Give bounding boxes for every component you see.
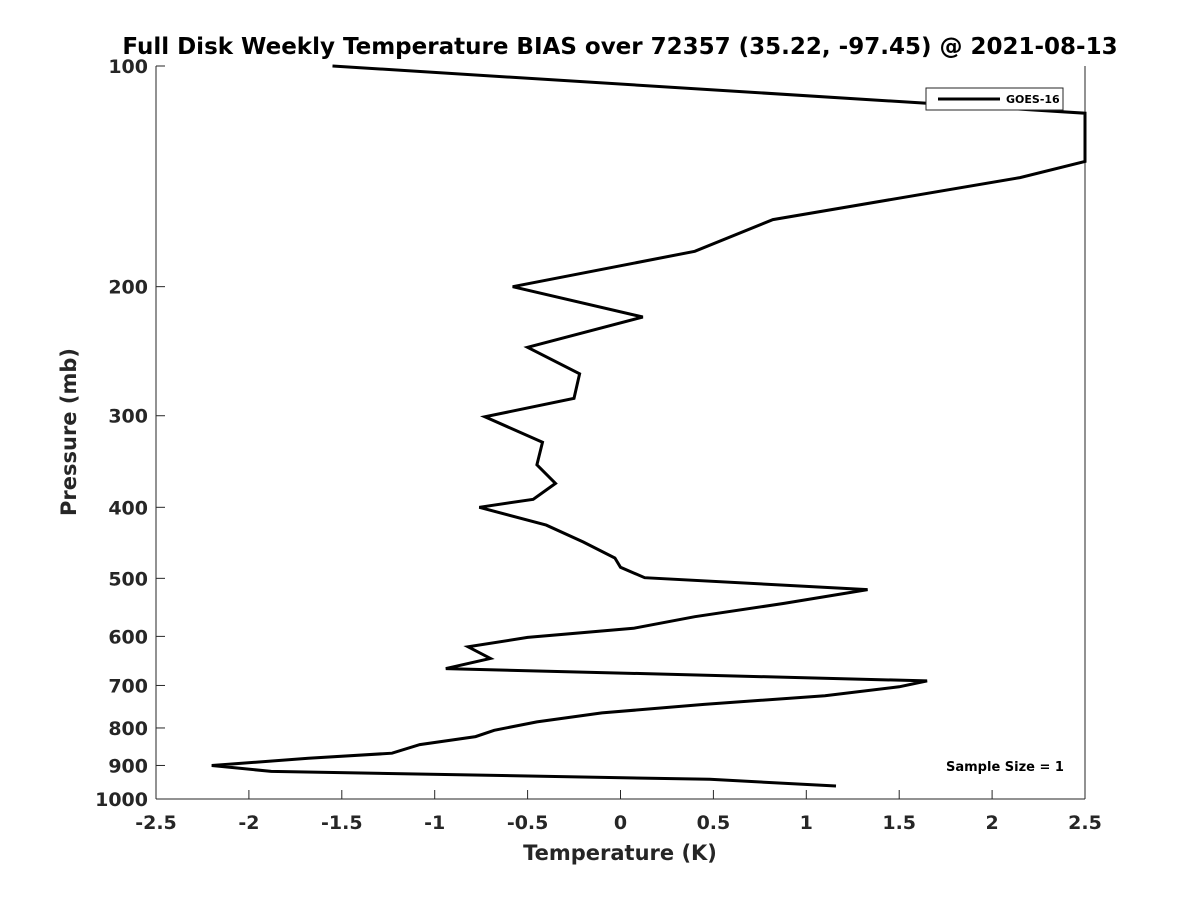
x-tick-label: 1 — [800, 812, 813, 834]
y-tick-label: 800 — [108, 718, 148, 740]
x-tick-label: -1 — [424, 812, 445, 834]
x-axis-ticks: -2.5 -2 -1.5 -1 -0.5 0 0.5 1 1.5 2 2.5 — [135, 790, 1102, 834]
x-tick-label: -0.5 — [507, 812, 549, 834]
x-tick-label: -1.5 — [321, 812, 363, 834]
legend-label-goes-16: GOES-16 — [1006, 93, 1060, 106]
x-tick-label: 2.5 — [1068, 812, 1102, 834]
y-tick-label: 200 — [108, 277, 148, 299]
x-axis-label: Temperature (K) — [523, 841, 717, 865]
sample-size-annotation: Sample Size = 1 — [946, 760, 1064, 775]
x-tick-label: -2.5 — [135, 812, 177, 834]
x-tick-label: 0.5 — [697, 812, 731, 834]
chart-title: Full Disk Weekly Temperature BIAS over 7… — [122, 34, 1117, 60]
y-tick-label: 500 — [108, 568, 148, 590]
y-tick-label: 900 — [108, 755, 148, 777]
x-tick-label: -2 — [238, 812, 259, 834]
y-axis-ticks: 100 200 300 400 500 600 700 800 900 1000 — [95, 56, 165, 811]
y-tick-label: 600 — [108, 626, 148, 648]
x-tick-label: 2 — [985, 812, 998, 834]
y-tick-label: 400 — [108, 497, 148, 519]
y-tick-label: 700 — [108, 675, 148, 697]
x-tick-label: 0 — [614, 812, 627, 834]
y-axis-label: Pressure (mb) — [57, 348, 81, 516]
y-tick-label: 100 — [108, 56, 148, 78]
x-tick-label: 1.5 — [882, 812, 916, 834]
plot-area: -2.5 -2 -1.5 -1 -0.5 0 0.5 1 1.5 2 2.5 100 200 300 40… — [95, 56, 1102, 834]
y-tick-label: 300 — [108, 406, 148, 428]
series-line-goes-16 — [211, 64, 1087, 788]
y-tick-label: 1000 — [95, 789, 148, 811]
legend: GOES-16 — [925, 87, 1064, 111]
